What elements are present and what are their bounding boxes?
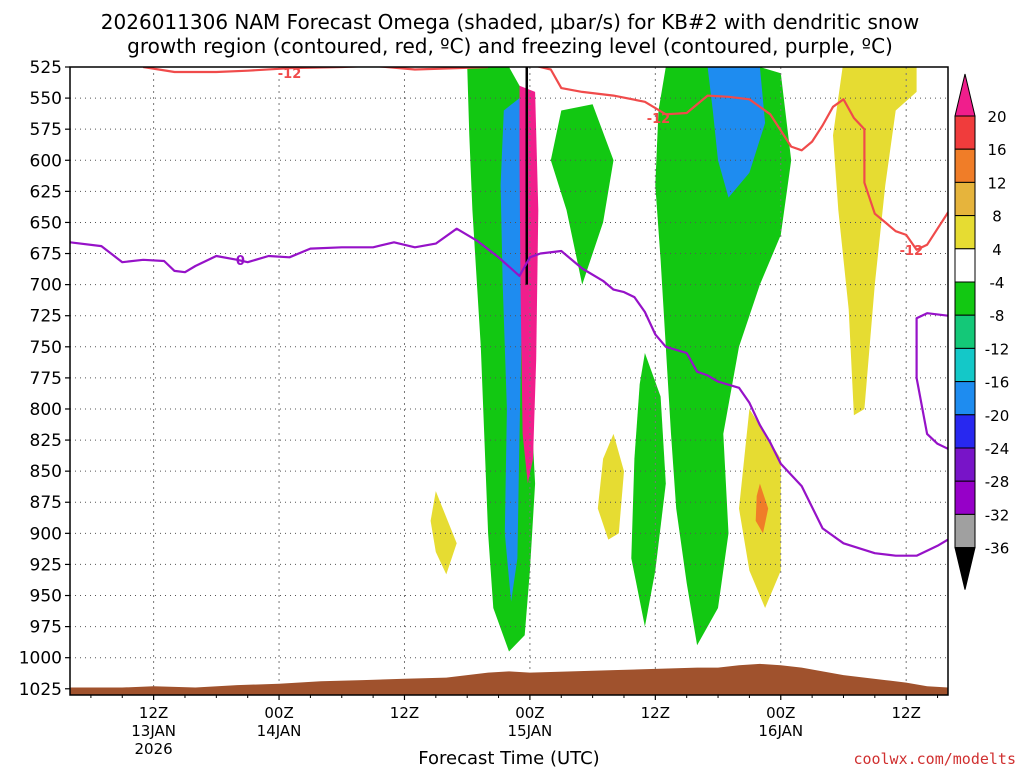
plot-inner — [70, 67, 948, 695]
colorbar-box-4 — [954, 215, 976, 250]
x-tick-year-0: 2026 — [135, 740, 173, 758]
y-tick-label-8: 725 — [30, 307, 62, 327]
colorbar-label-6: -8 — [990, 307, 1005, 325]
x-tick-date-3: 15JAN — [508, 722, 553, 740]
x-axis-label: Forecast Time (UTC) — [418, 748, 599, 768]
y-tick-label-20: 1025 — [19, 680, 62, 700]
colorbar-label-8: -16 — [985, 374, 1010, 392]
x-tick-time-5: 00Z — [766, 704, 795, 722]
terrain-fill — [70, 663, 948, 695]
colorbar-label-10: -24 — [985, 440, 1010, 458]
colorbar-box-7 — [954, 314, 976, 349]
x-tick-date-5: 16JAN — [758, 722, 803, 740]
credit-label: coolwx.com/modelts — [853, 750, 1016, 768]
colorbar-box-2 — [954, 148, 976, 183]
omega-negative-right-green — [655, 67, 792, 646]
colorbar-label-9: -20 — [985, 407, 1010, 425]
x-tick-time-1: 00Z — [264, 704, 293, 722]
colorbar-box-5 — [954, 248, 976, 283]
y-tick-label-11: 800 — [30, 400, 62, 420]
omega-positive-core-magenta — [519, 85, 539, 484]
colorbar: 20 16 12 8 4 -4 -8 -12 -16 -20 -24 -28 -32 -36 — [954, 73, 1010, 590]
contour-line-0 — [70, 227, 948, 557]
omega-positive-left-lower-yellow — [597, 433, 624, 540]
colorbar-label-13: -36 — [985, 540, 1010, 558]
x-tick-time-0: 12Z — [139, 704, 168, 722]
colorbar-box-1 — [954, 115, 976, 150]
y-tick-label-9: 750 — [30, 338, 62, 358]
colorbar-box-3 — [954, 181, 976, 217]
colorbar-box-12 — [954, 480, 976, 515]
y-tick-label-0: 525 — [30, 58, 62, 78]
contour-label-1: -12 — [278, 67, 302, 82]
y-tick-label-18: 975 — [30, 618, 62, 638]
colorbar-box-11 — [954, 447, 976, 482]
axes: 525 550 575 600 625 650 675 700 725 750 775 800 825 8… — [19, 58, 949, 758]
x-tick-date-0: 13JAN — [131, 722, 176, 740]
y-tick-label-13: 850 — [30, 462, 62, 482]
colorbar-box-10 — [954, 414, 976, 449]
colorbar-label-11: -28 — [985, 473, 1010, 491]
chart-title-line-2: growth region (contoured, red, ºC) and f… — [127, 34, 893, 58]
y-tick-label-12: 825 — [30, 431, 62, 451]
plot-area: 0 -12 -12 -12 — [70, 67, 948, 695]
colorbar-box-9 — [954, 381, 976, 416]
x-tick-time-6: 12Z — [892, 704, 921, 722]
colorbar-box-13 — [954, 513, 976, 549]
y-tick-label-15: 900 — [30, 524, 62, 544]
chart-title-line-1: 2026011306 NAM Forecast Omega (shaded, μ… — [101, 10, 919, 34]
colorbar-label-5: -4 — [990, 274, 1005, 292]
y-tick-label-6: 675 — [30, 245, 62, 265]
contour-line-1 — [915, 312, 948, 450]
omega-positive-left-yellow — [430, 491, 457, 575]
y-tick-label-3: 600 — [30, 151, 62, 171]
y-tick-label-2: 575 — [30, 120, 62, 140]
y-tick-label-19: 1000 — [19, 649, 62, 669]
omega-positive-right-yellow — [833, 67, 917, 416]
y-tick-label-5: 650 — [30, 213, 62, 233]
contour-label-3: -12 — [900, 244, 924, 259]
x-tick-date-1: 14JAN — [257, 722, 302, 740]
colorbar-label-2: 12 — [987, 174, 1006, 192]
omega-positive-lower-orange — [755, 483, 769, 534]
colorbar-bottom-arrow — [954, 547, 976, 590]
colorbar-box-8 — [954, 347, 976, 383]
contour-label-0: 0 — [236, 254, 245, 269]
colorbar-label-0: 20 — [987, 108, 1006, 126]
contour-line-3 — [535, 67, 948, 251]
omega-negative-lower-green — [631, 353, 666, 627]
y-tick-label-14: 875 — [30, 493, 62, 513]
contour-label-2: -12 — [647, 112, 671, 127]
plot-frame — [69, 66, 949, 696]
omega-negative-main-blue — [500, 98, 525, 602]
colorbar-label-12: -32 — [985, 506, 1010, 524]
y-tick-label-1: 550 — [30, 89, 62, 109]
y-tick-label-4: 625 — [30, 182, 62, 202]
omega-negative-mid-green — [550, 104, 614, 285]
y-tick-label-17: 950 — [30, 587, 62, 607]
y-tick-label-7: 700 — [30, 276, 62, 296]
y-tick-label-16: 925 — [30, 555, 62, 575]
colorbar-label-3: 8 — [992, 208, 1002, 226]
colorbar-label-4: 4 — [992, 241, 1002, 259]
colorbar-label-7: -12 — [985, 340, 1010, 358]
y-tick-label-10: 775 — [30, 369, 62, 389]
x-tick-time-3: 00Z — [515, 704, 544, 722]
x-tick-time-4: 12Z — [641, 704, 670, 722]
colorbar-box-6 — [954, 281, 976, 316]
colorbar-label-1: 16 — [987, 141, 1006, 159]
x-tick-time-2: 12Z — [390, 704, 419, 722]
